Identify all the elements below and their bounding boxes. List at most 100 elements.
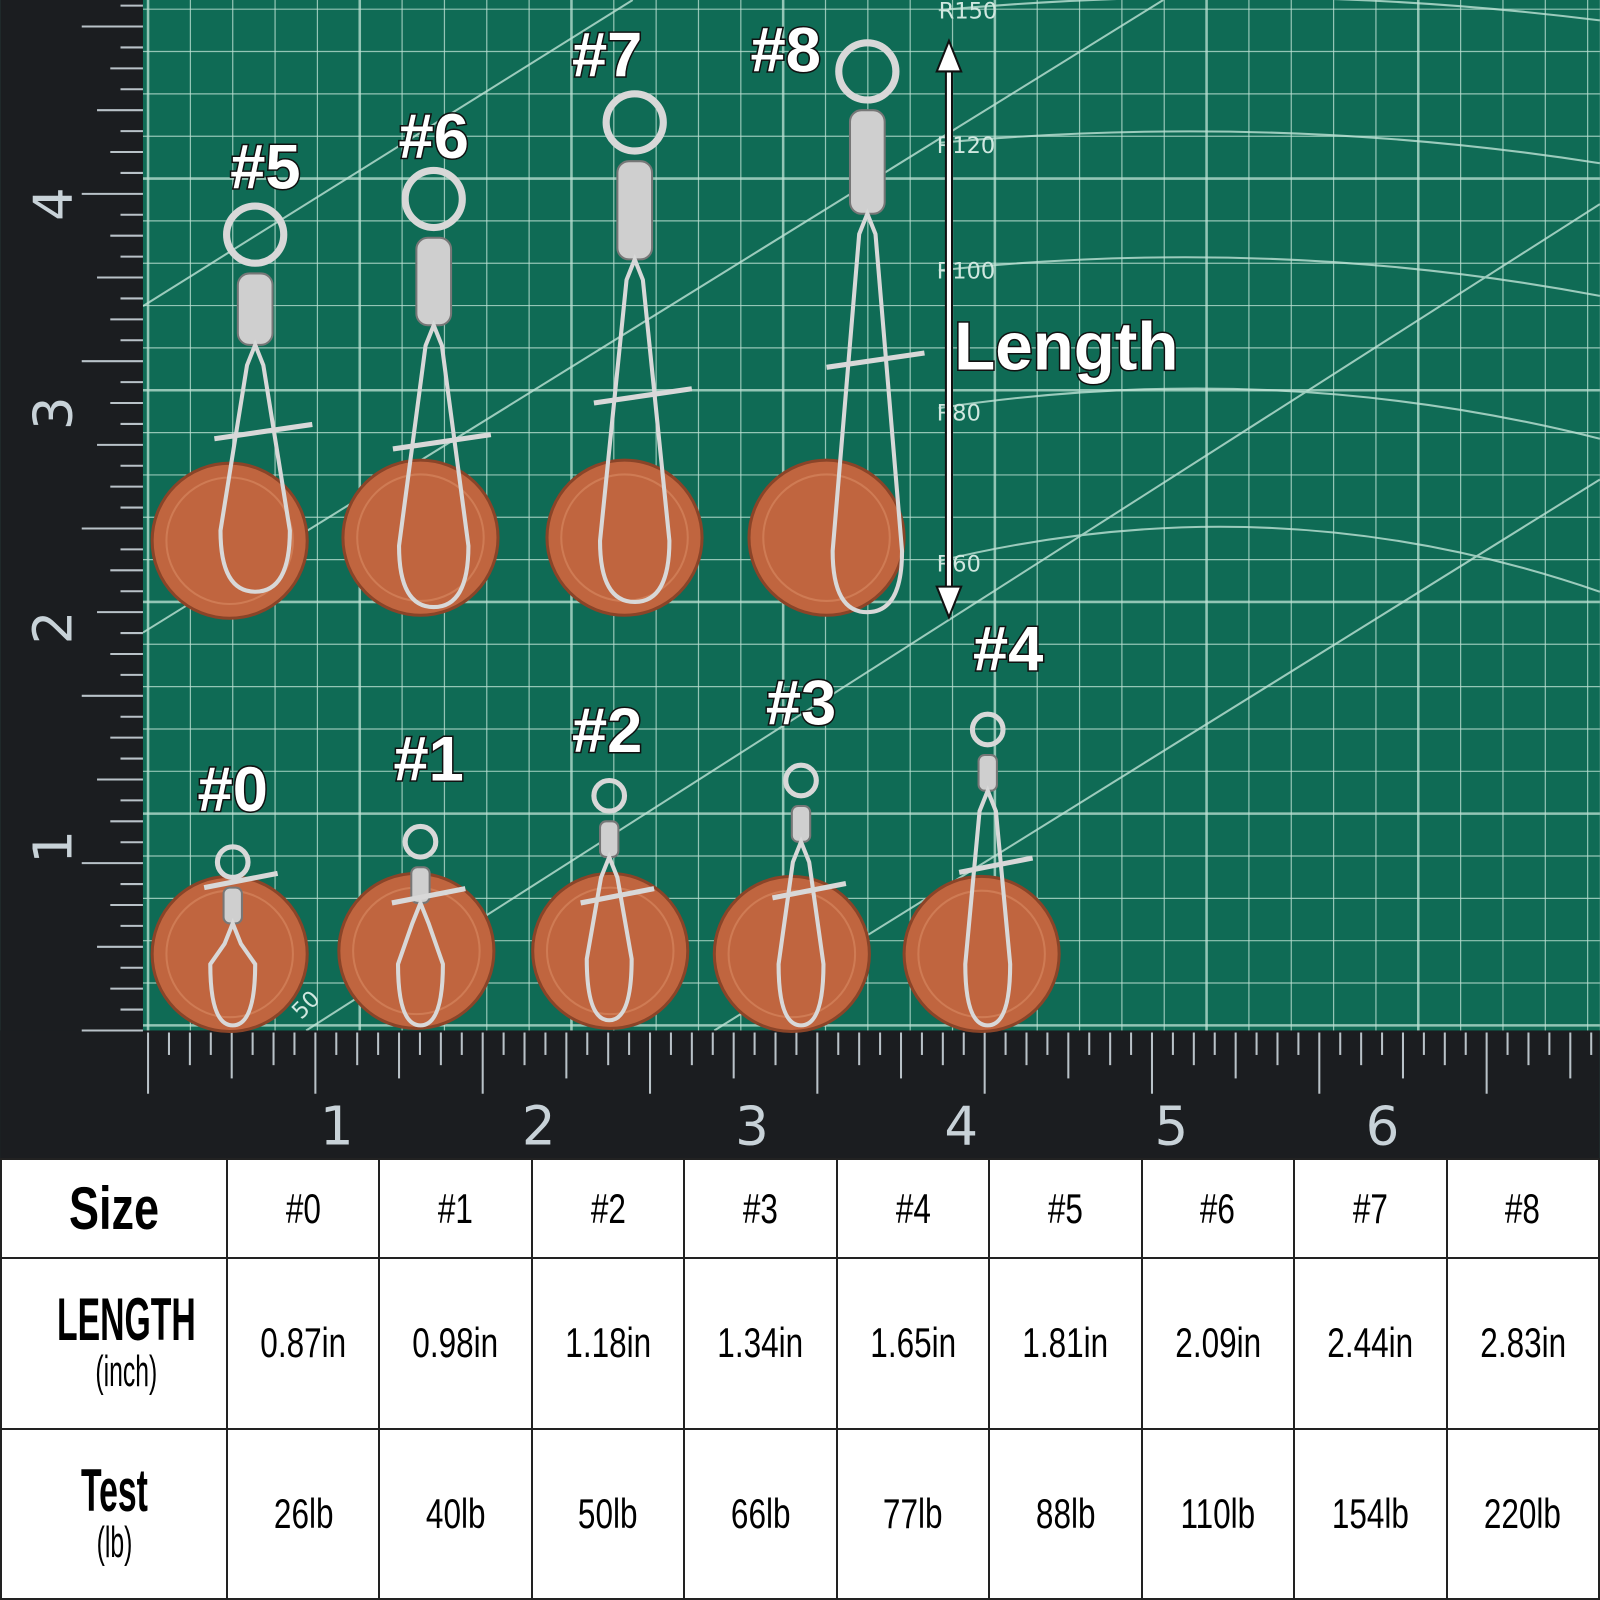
table-cell: 2.83in bbox=[1445, 1257, 1600, 1430]
table-cell: 1.18in bbox=[530, 1257, 686, 1430]
table-cell: #7 bbox=[1293, 1157, 1448, 1260]
length-label: Length bbox=[954, 309, 1178, 384]
split-ring bbox=[214, 844, 251, 880]
split-ring bbox=[402, 823, 439, 860]
bottom-ruler bbox=[0, 1030, 1600, 1158]
table-cell: 154lb bbox=[1293, 1427, 1448, 1600]
snap-wire bbox=[395, 897, 445, 1028]
table-cell: 2.44in bbox=[1293, 1257, 1448, 1430]
ruler-number: 1 bbox=[23, 830, 85, 864]
penny bbox=[902, 874, 1061, 1034]
snap-clip bbox=[203, 870, 279, 891]
table-cell: 110lb bbox=[1140, 1427, 1296, 1600]
row-header: Test (lb) bbox=[0, 1427, 228, 1600]
penny bbox=[712, 874, 871, 1034]
table-cell: 0.87in bbox=[225, 1257, 381, 1430]
penny bbox=[531, 871, 690, 1030]
split-ring bbox=[835, 39, 900, 104]
table-row-size: Size #0 #1 #2 #3 #4 #5 #6 #7 #8 bbox=[0, 1157, 1600, 1260]
penny-rim bbox=[545, 886, 675, 1016]
ruler-number: 6 bbox=[1366, 1096, 1400, 1158]
table-cell: #1 bbox=[378, 1157, 533, 1260]
snap-clip bbox=[826, 350, 925, 370]
ruler-number: 2 bbox=[23, 611, 85, 645]
table-cell: 1.34in bbox=[683, 1257, 838, 1430]
penny bbox=[545, 458, 704, 617]
snap-wire bbox=[776, 836, 826, 1028]
table-cell: 50lb bbox=[530, 1427, 686, 1600]
table-cell: 88lb bbox=[988, 1427, 1143, 1600]
ruler-number: 2 bbox=[522, 1096, 556, 1158]
snap-wire bbox=[208, 917, 258, 1028]
table-cell: #6 bbox=[1140, 1157, 1296, 1260]
snap-wire bbox=[584, 851, 634, 1023]
split-ring bbox=[591, 777, 628, 814]
split-ring bbox=[602, 90, 667, 155]
row-header: LENGTH (inch) bbox=[0, 1257, 228, 1430]
size-label: #5 bbox=[230, 133, 300, 203]
size-label: #7 bbox=[572, 21, 642, 91]
ruler-ticks bbox=[81, 4, 1593, 1094]
product-photo: R150 R120 R100 R80 R60 50 1 2 3 4 1 2 3 … bbox=[0, 0, 1600, 1158]
penny-rim bbox=[917, 889, 1046, 1019]
ruler-number: 5 bbox=[1154, 1096, 1188, 1158]
table-cell: 1.81in bbox=[988, 1257, 1143, 1430]
size-label: #2 bbox=[572, 696, 642, 766]
swivel-barrel bbox=[616, 160, 654, 261]
table-cell: 66lb bbox=[683, 1427, 838, 1600]
table-cell: #4 bbox=[835, 1157, 991, 1260]
table-cell: #2 bbox=[530, 1157, 686, 1260]
swivel-barrel bbox=[848, 109, 886, 215]
table-cell: 0.98in bbox=[378, 1257, 533, 1430]
snap-clip bbox=[771, 881, 847, 901]
ruler-number: 1 bbox=[320, 1096, 354, 1158]
snap-wire bbox=[218, 339, 292, 594]
snap-clip bbox=[593, 386, 693, 406]
snap-wire bbox=[830, 208, 905, 615]
penny bbox=[747, 458, 906, 617]
size-label: #3 bbox=[766, 668, 836, 738]
size-label: #6 bbox=[399, 102, 469, 172]
table-cell: #0 bbox=[225, 1157, 381, 1260]
split-ring bbox=[401, 166, 466, 232]
table-row-length: LENGTH (inch) 0.87in 0.98in 1.18in 1.34in… bbox=[0, 1257, 1600, 1430]
row-header: Size bbox=[0, 1157, 228, 1260]
table-cell: #8 bbox=[1445, 1157, 1600, 1260]
table-cell: 1.65in bbox=[835, 1257, 991, 1430]
table-cell: 40lb bbox=[378, 1427, 533, 1600]
size-chart-table: Size #0 #1 #2 #3 #4 #5 #6 #7 #8 LENGTH (i… bbox=[0, 1157, 1600, 1600]
table-cell: 220lb bbox=[1445, 1427, 1600, 1600]
split-ring bbox=[969, 711, 1006, 748]
penny bbox=[341, 458, 500, 617]
snap-clip bbox=[580, 886, 655, 906]
table-cell: #5 bbox=[988, 1157, 1143, 1260]
table-row-test: Test (lb) 26lb 40lb 50lb 66lb 77lb 88lb 1… bbox=[0, 1427, 1600, 1600]
snap-wire bbox=[963, 785, 1013, 1028]
snap-wire bbox=[597, 253, 672, 604]
table-cell: #3 bbox=[683, 1157, 838, 1260]
ruler-number: 3 bbox=[23, 396, 85, 430]
table-cell: 2.09in bbox=[1140, 1257, 1296, 1430]
snap-clip bbox=[214, 421, 313, 442]
length-arrow bbox=[935, 38, 963, 621]
penny-rim bbox=[762, 473, 891, 602]
penny-rim bbox=[356, 473, 485, 602]
snap-clip bbox=[391, 886, 466, 906]
size-label: #8 bbox=[751, 15, 821, 85]
mat-label: R150 bbox=[939, 0, 997, 24]
table-cell: 77lb bbox=[835, 1427, 991, 1600]
ruler-number: 3 bbox=[735, 1096, 769, 1158]
table-cell: 26lb bbox=[225, 1427, 381, 1600]
size-label: #1 bbox=[393, 725, 463, 795]
size-label: #0 bbox=[198, 755, 268, 825]
swivel-barrel bbox=[236, 272, 274, 346]
ruler-number: 4 bbox=[944, 1096, 978, 1158]
split-ring bbox=[223, 202, 288, 267]
mat-label: R60 bbox=[937, 551, 981, 577]
snap-swivels bbox=[150, 39, 1061, 1034]
split-ring bbox=[783, 762, 819, 799]
snap-clip bbox=[392, 432, 492, 452]
mat-label: R80 bbox=[937, 400, 981, 426]
penny-rim bbox=[727, 889, 857, 1019]
snap-wire bbox=[396, 319, 471, 610]
